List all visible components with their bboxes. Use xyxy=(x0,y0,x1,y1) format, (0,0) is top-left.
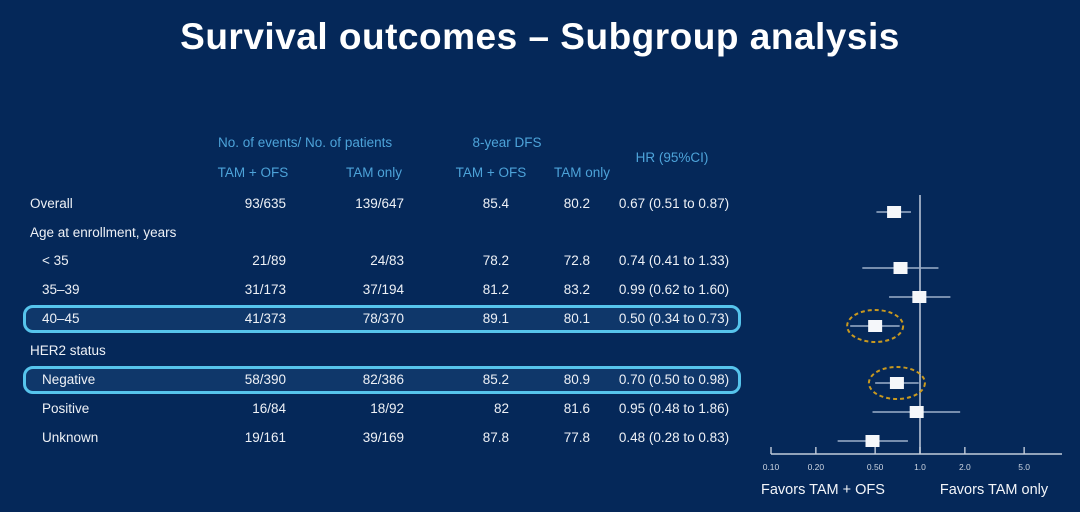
cell-hr-ci: 0.74 (0.41 to 1.33) xyxy=(618,253,730,268)
cell-dfs-tam-ofs: 82 xyxy=(493,401,509,416)
highlight-ellipse xyxy=(846,309,905,343)
cell-dfs-tam-ofs: 85.2 xyxy=(482,372,509,387)
cell-events-tam-only: 37/194 xyxy=(362,282,404,297)
cell-dfs-tam-only: 80.1 xyxy=(563,311,590,326)
forest-marker xyxy=(887,206,902,218)
cell-dfs-tam-ofs: 81.2 xyxy=(482,282,509,297)
table-row: Unknown 19/161 39/169 87.8 77.8 0.48 (0.28 to… xyxy=(0,426,745,450)
row-highlight-box xyxy=(23,305,741,333)
table-row: Overall 93/635 139/647 85.4 80.2 0.67 (0.51 t… xyxy=(0,192,745,216)
table-header-dfs: 8-year DFS xyxy=(472,135,542,150)
highlight-ellipse xyxy=(867,366,926,400)
cell-hr-ci: 0.67 (0.51 to 0.87) xyxy=(618,196,730,211)
cell-dfs-tam-only: 77.8 xyxy=(563,430,590,445)
table-section-row: HER2 status xyxy=(0,339,745,363)
table-header-events-patients: No. of events/ No. of patients xyxy=(218,135,393,150)
cell-hr-ci: 0.95 (0.48 to 1.86) xyxy=(618,401,730,416)
forest-marker xyxy=(868,320,883,332)
cell-dfs-tam-ofs: 87.8 xyxy=(482,430,509,445)
forest-marker xyxy=(909,406,924,418)
cell-events-tam-only: 24/83 xyxy=(370,253,404,268)
axis-tick-label: 5.0 xyxy=(1018,462,1030,472)
cell-hr-ci: 0.50 (0.34 to 0.73) xyxy=(618,311,730,326)
cell-hr-ci: 0.48 (0.28 to 0.83) xyxy=(618,430,730,445)
cell-dfs-tam-ofs: 89.1 xyxy=(482,311,509,326)
cell-dfs-tam-ofs: 85.4 xyxy=(482,196,509,211)
row-label: 40–45 xyxy=(42,311,80,326)
cell-events-tam-only: 39/169 xyxy=(362,430,404,445)
table-row: 40–45 41/373 78/370 89.1 80.1 0.50 (0.34 to 0… xyxy=(0,307,745,331)
table-subheader-events-tam-only: TAM only xyxy=(345,165,402,180)
axis-tick-label: 0.50 xyxy=(867,462,884,472)
table-row: Positive 16/84 18/92 82 81.6 0.95 (0.48 to 1.… xyxy=(0,397,745,421)
cell-events-tam-only: 78/370 xyxy=(362,311,404,326)
row-label: 35–39 xyxy=(42,282,80,297)
axis-tick-label: 0.10 xyxy=(763,462,780,472)
cell-events-tam-only: 18/92 xyxy=(370,401,404,416)
slide-title: Survival outcomes – Subgroup analysis xyxy=(180,16,900,57)
forest-marker xyxy=(889,377,904,389)
forest-marker xyxy=(865,435,880,447)
row-label: HER2 status xyxy=(30,343,106,358)
cell-dfs-tam-only: 72.8 xyxy=(563,253,590,268)
row-label: < 35 xyxy=(42,253,69,268)
row-label: Positive xyxy=(42,401,90,416)
favors-tam-ofs-label: Favors TAM + OFS xyxy=(761,482,885,498)
row-label: Negative xyxy=(42,372,96,387)
row-label: Age at enrollment, years xyxy=(30,225,177,240)
table-row: Negative 58/390 82/386 85.2 80.9 0.70 (0.50 t… xyxy=(0,368,745,392)
cell-events-tam-ofs: 93/635 xyxy=(244,196,286,211)
axis-tick-label: 2.0 xyxy=(959,462,971,472)
cell-dfs-tam-ofs: 78.2 xyxy=(482,253,509,268)
cell-events-tam-only: 139/647 xyxy=(355,196,404,211)
row-label: Overall xyxy=(30,196,73,211)
table-subheader-dfs-tam-only: TAM only xyxy=(553,165,610,180)
cell-events-tam-ofs: 19/161 xyxy=(244,430,286,445)
cell-dfs-tam-only: 80.2 xyxy=(563,196,590,211)
forest-marker xyxy=(893,262,908,274)
cell-dfs-tam-only: 83.2 xyxy=(563,282,590,297)
cell-events-tam-ofs: 31/173 xyxy=(244,282,286,297)
cell-hr-ci: 0.99 (0.62 to 1.60) xyxy=(618,282,730,297)
table-subheader-events-tam-ofs: TAM + OFS xyxy=(217,165,289,180)
cell-hr-ci: 0.70 (0.50 to 0.98) xyxy=(618,372,730,387)
cell-events-tam-ofs: 21/89 xyxy=(252,253,286,268)
cell-events-tam-ofs: 16/84 xyxy=(252,401,286,416)
forest-marker xyxy=(912,291,927,303)
cell-events-tam-only: 82/386 xyxy=(362,372,404,387)
cell-events-tam-ofs: 58/390 xyxy=(244,372,286,387)
table-row: < 35 21/89 24/83 78.2 72.8 0.74 (0.41 to 1.33… xyxy=(0,249,745,273)
cell-events-tam-ofs: 41/373 xyxy=(244,311,286,326)
table-row: 35–39 31/173 37/194 81.2 83.2 0.99 (0.62 to 1… xyxy=(0,278,745,302)
favors-tam-only-label: Favors TAM only xyxy=(939,482,1049,498)
row-highlight-box xyxy=(23,366,741,394)
row-label: Unknown xyxy=(42,430,99,445)
cell-dfs-tam-only: 80.9 xyxy=(563,372,590,387)
axis-tick-label: 0.20 xyxy=(808,462,825,472)
cell-dfs-tam-only: 81.6 xyxy=(563,401,590,416)
table-section-row: Age at enrollment, years xyxy=(0,221,745,245)
table-subheader-dfs-tam-ofs: TAM + OFS xyxy=(455,165,527,180)
table-header-hr: HR (95%CI) xyxy=(635,150,709,165)
axis-tick-label: 1.0 xyxy=(914,462,926,472)
